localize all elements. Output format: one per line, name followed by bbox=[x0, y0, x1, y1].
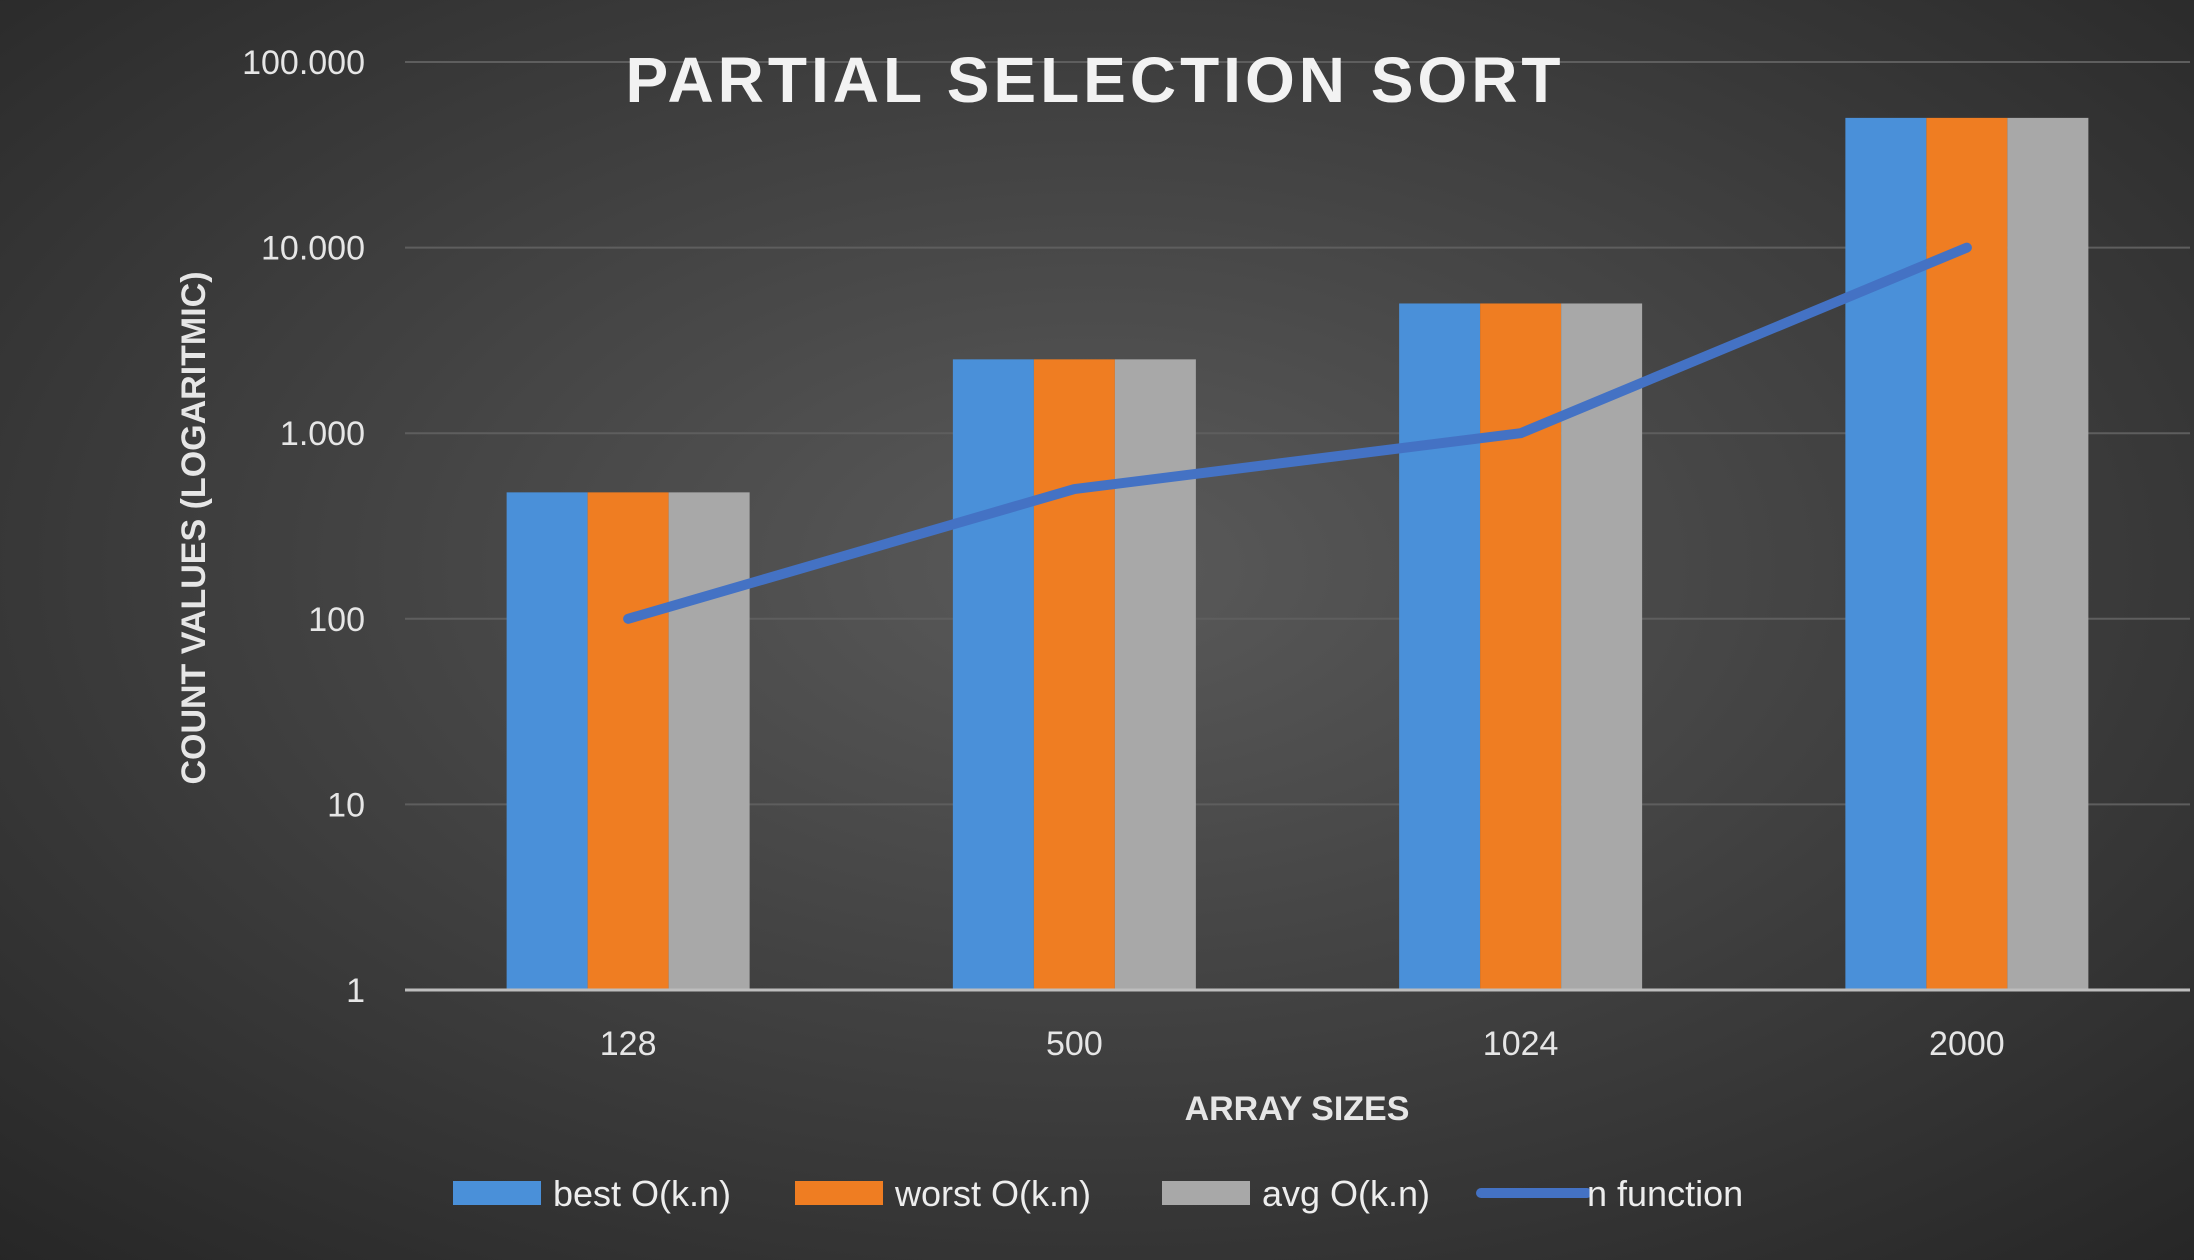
y-tick-label: 10 bbox=[327, 786, 365, 824]
line-n-function bbox=[623, 242, 1972, 624]
legend-swatch bbox=[795, 1181, 883, 1205]
chart-title: PARTIAL SELECTION SORT bbox=[626, 44, 1565, 116]
y-axis-title: COUNT VALUES (LOGARITMIC) bbox=[175, 271, 213, 784]
y-tick-label: 100 bbox=[308, 601, 365, 639]
y-tick-label: 1 bbox=[346, 972, 365, 1010]
y-tick-label: 100.000 bbox=[242, 44, 365, 82]
bar-avg-128 bbox=[668, 492, 750, 990]
legend-label: n function bbox=[1587, 1173, 1743, 1214]
legend-label: avg O(k.n) bbox=[1262, 1173, 1430, 1214]
x-axis-title: ARRAY SIZES bbox=[1185, 1090, 1410, 1128]
bars bbox=[506, 117, 2089, 991]
bar-worst-500 bbox=[1033, 359, 1115, 990]
bar-worst-1024 bbox=[1480, 303, 1562, 990]
y-tick-label: 1.000 bbox=[280, 415, 365, 453]
x-tick-label: 500 bbox=[1046, 1025, 1103, 1063]
bar-best-2000 bbox=[1845, 117, 1927, 991]
x-tick-label: 1024 bbox=[1483, 1025, 1559, 1063]
bar-worst-128 bbox=[587, 492, 669, 990]
bar-avg-2000 bbox=[2007, 117, 2089, 991]
legend-label: worst O(k.n) bbox=[894, 1173, 1091, 1214]
bar-avg-1024 bbox=[1561, 303, 1643, 990]
bar-best-128 bbox=[506, 492, 588, 990]
legend-label: best O(k.n) bbox=[553, 1173, 731, 1214]
bar-avg-500 bbox=[1114, 359, 1196, 990]
legend: best O(k.n) worst O(k.n) avg O(k.n) n funct… bbox=[453, 1173, 1743, 1214]
legend-swatch bbox=[1162, 1181, 1250, 1205]
bar-best-1024 bbox=[1399, 303, 1481, 990]
legend-swatch bbox=[453, 1181, 541, 1205]
axes: 1 10 100 1.000 10.000 100.000 128 500 1024 2000 bbox=[242, 44, 2190, 1063]
x-tick-label: 2000 bbox=[1929, 1025, 2005, 1063]
bar-best-500 bbox=[952, 359, 1034, 990]
x-tick-label: 128 bbox=[600, 1025, 657, 1063]
y-tick-label: 10.000 bbox=[261, 230, 365, 268]
line-series bbox=[623, 242, 1972, 624]
